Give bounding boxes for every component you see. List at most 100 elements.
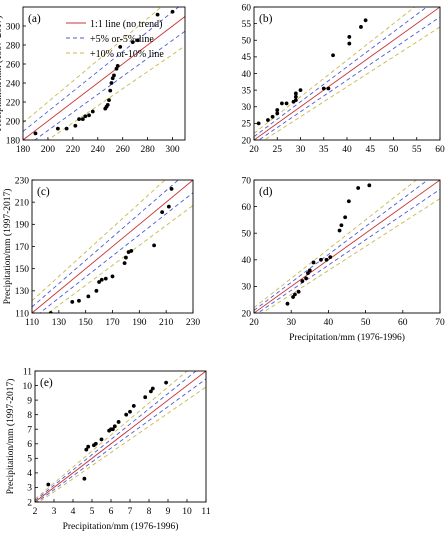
y-tick-label: 2 xyxy=(27,498,32,508)
legend-item-1to1: 1:1 line (no trend) xyxy=(66,19,162,30)
y-tick-label: 5 xyxy=(27,455,32,465)
data-point-9 xyxy=(122,261,127,266)
data-point-2 xyxy=(84,447,89,452)
data-point-10 xyxy=(124,255,128,260)
y-tick-label: 150 xyxy=(15,265,30,275)
y-tick-label: 20 xyxy=(242,309,252,319)
data-point-21 xyxy=(135,38,140,43)
panels: 180 200 220 240 260 280 3001802002202402602803… xyxy=(0,3,445,532)
reference-lines xyxy=(35,371,206,502)
data-point-10 xyxy=(293,91,298,96)
y-tick-label: 40 xyxy=(242,70,252,80)
chart-panel-0: 180 200 220 240 260 280 300 180 200 220 240 260 280 3… xyxy=(0,6,186,155)
y-tick-label: 210 xyxy=(15,198,30,208)
x-tick-label: 8 xyxy=(147,507,152,517)
data-point-4 xyxy=(275,108,280,112)
data-point-3 xyxy=(296,289,301,294)
data-point-5 xyxy=(280,101,284,106)
chart-panel-4: 2 3 4 5 6 7 8 9 10 11 2 3 4 5 6 7 8 9 10 11 (e) Precipitation… xyxy=(5,367,211,532)
plot-frame xyxy=(253,179,441,314)
data-point-15 xyxy=(143,395,148,400)
data-point-0 xyxy=(46,482,51,487)
data-point-6 xyxy=(99,437,104,442)
y-tick-label: 110 xyxy=(15,309,29,319)
x-tick-label: 40 xyxy=(342,145,352,155)
x-tick-label: 55 xyxy=(412,145,422,155)
data-point-13 xyxy=(326,86,331,91)
data-point-12 xyxy=(107,98,111,102)
y-tick-label: 30 xyxy=(242,103,252,113)
y-tick-label: 45 xyxy=(242,53,252,63)
y-tick-label: 4 xyxy=(27,469,32,479)
x-tick-label: 2 xyxy=(33,507,38,517)
data-point-1 xyxy=(70,300,75,304)
x-tick-label: 50 xyxy=(361,318,371,328)
y-tick-label: 180 xyxy=(6,136,21,146)
plot-frame xyxy=(34,370,207,503)
data-point-2 xyxy=(64,126,69,131)
reference-line-minus0p05 xyxy=(34,30,185,140)
data-point-9 xyxy=(293,94,298,99)
panel-label: (d) xyxy=(259,186,273,198)
x-tick-label: 45 xyxy=(366,145,376,155)
data-point-14 xyxy=(331,53,335,58)
plot-frame xyxy=(22,6,186,141)
y-tick-label: 25 xyxy=(242,120,252,130)
panel-label: (b) xyxy=(259,13,273,25)
data-point-3 xyxy=(275,111,280,116)
reference-line-0p1 xyxy=(254,180,418,309)
data-point-3 xyxy=(86,444,91,449)
reference-line-minus0p1 xyxy=(263,26,440,140)
y-tick-label: 260 xyxy=(6,60,21,70)
reference-line-0p05 xyxy=(35,371,197,501)
data-point-15 xyxy=(166,204,171,209)
data-point-12 xyxy=(129,249,134,253)
x-tick-label: 180 xyxy=(16,145,31,155)
y-axis-label: Precipitation/mm (1997-2017) xyxy=(2,189,13,305)
x-axis-label: Precipitation/mm (1976-1996) xyxy=(289,332,405,343)
x-tick-label: 7 xyxy=(128,507,133,517)
data-point-14 xyxy=(343,215,348,220)
data-point-18 xyxy=(363,18,368,23)
x-tick-label: 230 xyxy=(186,318,201,328)
data-point-18 xyxy=(115,64,120,68)
x-tick-label: 25 xyxy=(273,145,283,155)
reference-lines xyxy=(254,7,440,140)
y-tick-label: 35 xyxy=(242,86,252,96)
y-tick-label: 300 xyxy=(6,22,21,32)
data-point-4 xyxy=(94,288,99,293)
x-tick-label: 300 xyxy=(165,145,180,155)
data-point-8 xyxy=(90,109,95,114)
legend: 1:1 line (no trend) +5% or-5% line +10% … xyxy=(66,19,164,60)
data-point-13 xyxy=(152,243,156,248)
x-tick-label: 240 xyxy=(91,145,106,155)
y-tick-label: 40 xyxy=(242,256,252,266)
y-tick-label: 130 xyxy=(15,287,30,297)
data-points xyxy=(48,186,174,313)
x-tick-label: 260 xyxy=(116,145,131,155)
reference-lines xyxy=(32,180,193,313)
x-tick-label: 130 xyxy=(52,318,67,328)
y-tick-label: 11 xyxy=(23,367,32,377)
y-tick-label: 55 xyxy=(242,20,252,30)
reference-line-0p1 xyxy=(35,371,188,500)
data-point-11 xyxy=(105,102,110,107)
data-point-2 xyxy=(77,298,81,303)
data-point-0 xyxy=(33,131,38,136)
y-tick-label: 8 xyxy=(27,411,32,421)
x-tick-label: 170 xyxy=(105,318,120,328)
data-point-17 xyxy=(150,386,155,391)
data-point-14 xyxy=(160,210,165,215)
x-tick-label: 280 xyxy=(140,145,155,155)
x-tick-label: 60 xyxy=(435,145,445,155)
legend-label-5pct: +5% or-5% line xyxy=(90,34,154,45)
x-tick-label: 10 xyxy=(182,507,192,517)
x-tick-label: 35 xyxy=(319,145,329,155)
y-tick-label: 9 xyxy=(27,396,32,406)
reference-line-minus0p1 xyxy=(261,198,440,313)
x-tick-label: 110 xyxy=(25,318,39,328)
y-axis-label: Precipitation/mm (1997-2017) xyxy=(5,379,16,495)
reference-line-0 xyxy=(35,371,206,502)
data-point-9 xyxy=(111,427,115,432)
